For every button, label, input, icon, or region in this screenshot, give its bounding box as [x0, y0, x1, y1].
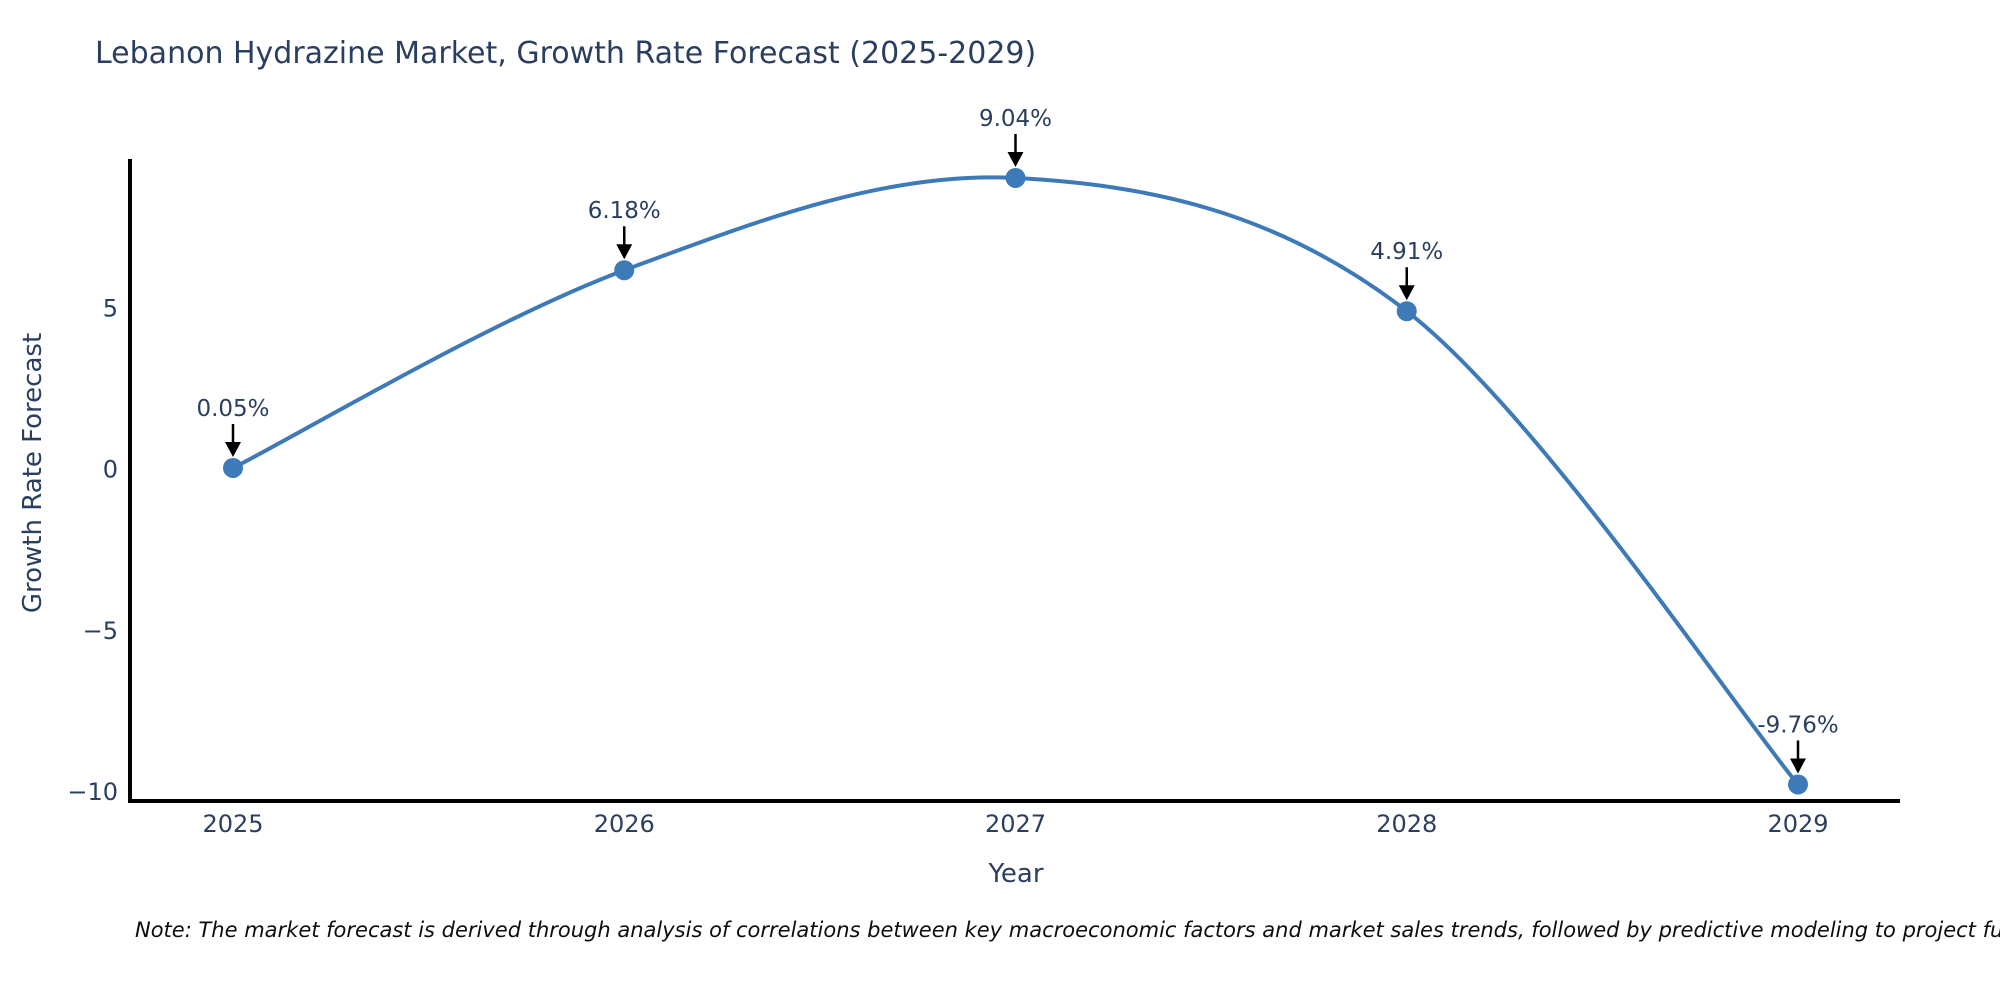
y-tick-label: −10	[67, 778, 118, 806]
annotation-label-2025: 0.05%	[196, 396, 269, 422]
annotation-label-2027: 9.04%	[979, 106, 1052, 132]
x-tick-label: 2028	[1376, 810, 1437, 838]
data-point-2025	[223, 457, 243, 478]
forecast-trend-line	[231, 175, 1800, 787]
annotation-arrowhead	[1790, 758, 1806, 774]
annotation-arrowhead	[225, 441, 241, 457]
chart-title: Lebanon Hydrazine Market, Growth Rate Fo…	[95, 36, 1037, 71]
x-axis-title: Year	[988, 859, 1044, 889]
y-tick-label: −5	[83, 617, 118, 645]
x-tick-label: 2029	[1767, 810, 1828, 838]
x-tick-label: 2027	[985, 810, 1046, 838]
x-tick-label: 2026	[594, 810, 655, 838]
data-point-2029	[1788, 774, 1808, 795]
y-tick-label: 0	[103, 456, 118, 484]
annotation-arrowhead	[1398, 285, 1415, 301]
x-tick-label: 2025	[202, 810, 263, 838]
data-point-2026	[614, 260, 635, 281]
annotation-arrowhead	[616, 244, 633, 260]
data-point-2027	[1005, 167, 1026, 188]
annotation-label-2026: 6.18%	[588, 198, 661, 224]
footnote: Note: The market forecast is derived thr…	[135, 918, 2000, 942]
data-point-2028	[1396, 301, 1417, 322]
y-tick-label: 5	[103, 294, 118, 322]
annotation-label-2029: -9.76%	[1757, 712, 1838, 738]
annotation-label-2028: 4.91%	[1370, 239, 1443, 265]
annotation-arrowhead	[1007, 151, 1024, 167]
